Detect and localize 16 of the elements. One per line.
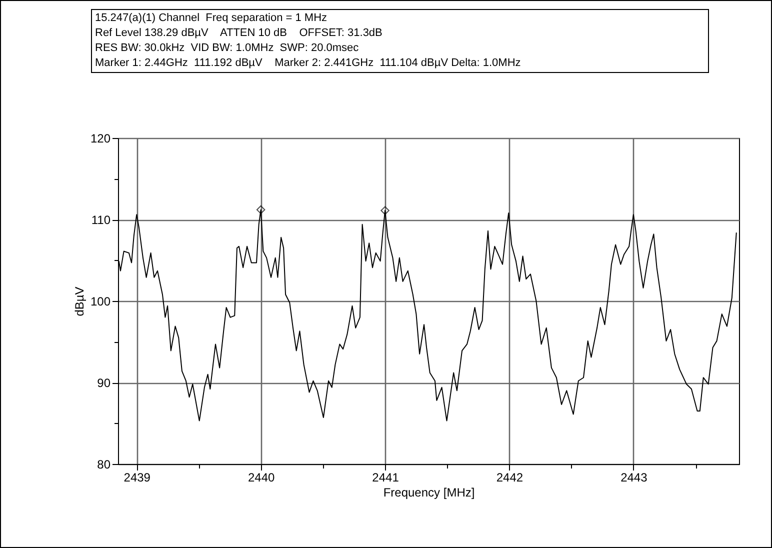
x-axis-title: Frequency [MHz] — [383, 486, 475, 500]
y-tick-label: 90 — [97, 376, 111, 390]
x-tick-label: 2442 — [496, 470, 524, 484]
x-tick-label: 2441 — [372, 470, 400, 484]
text: 15.247(a)(1) Channel Freq separation = 1 MHz — [95, 11, 328, 26]
x-tick-label: 2439 — [124, 470, 151, 484]
y-tick-label: 110 — [91, 213, 111, 227]
text: Ref Level 138.29 dBµV ATTEN 10 dB OFFSET: 31.3dB — [95, 26, 384, 41]
x-tick-label: 2440 — [248, 470, 275, 484]
text: Marker 1: 2.44GHz 111.192 dBµV Marker 2: 2.441GHz 111.104 dBµV Delta: 1.0MHz — [95, 56, 522, 71]
text: RES BW: 30.0kHz VID BW: 1.0MHz SWP: 20.0msec — [95, 41, 360, 56]
y-tick-label: 80 — [97, 458, 111, 472]
y-tick-label: 100 — [90, 294, 111, 308]
y-tick-label: 120 — [90, 132, 111, 146]
x-tick-label: 2443 — [620, 470, 648, 484]
y-axis-title: dBµV — [72, 286, 86, 316]
